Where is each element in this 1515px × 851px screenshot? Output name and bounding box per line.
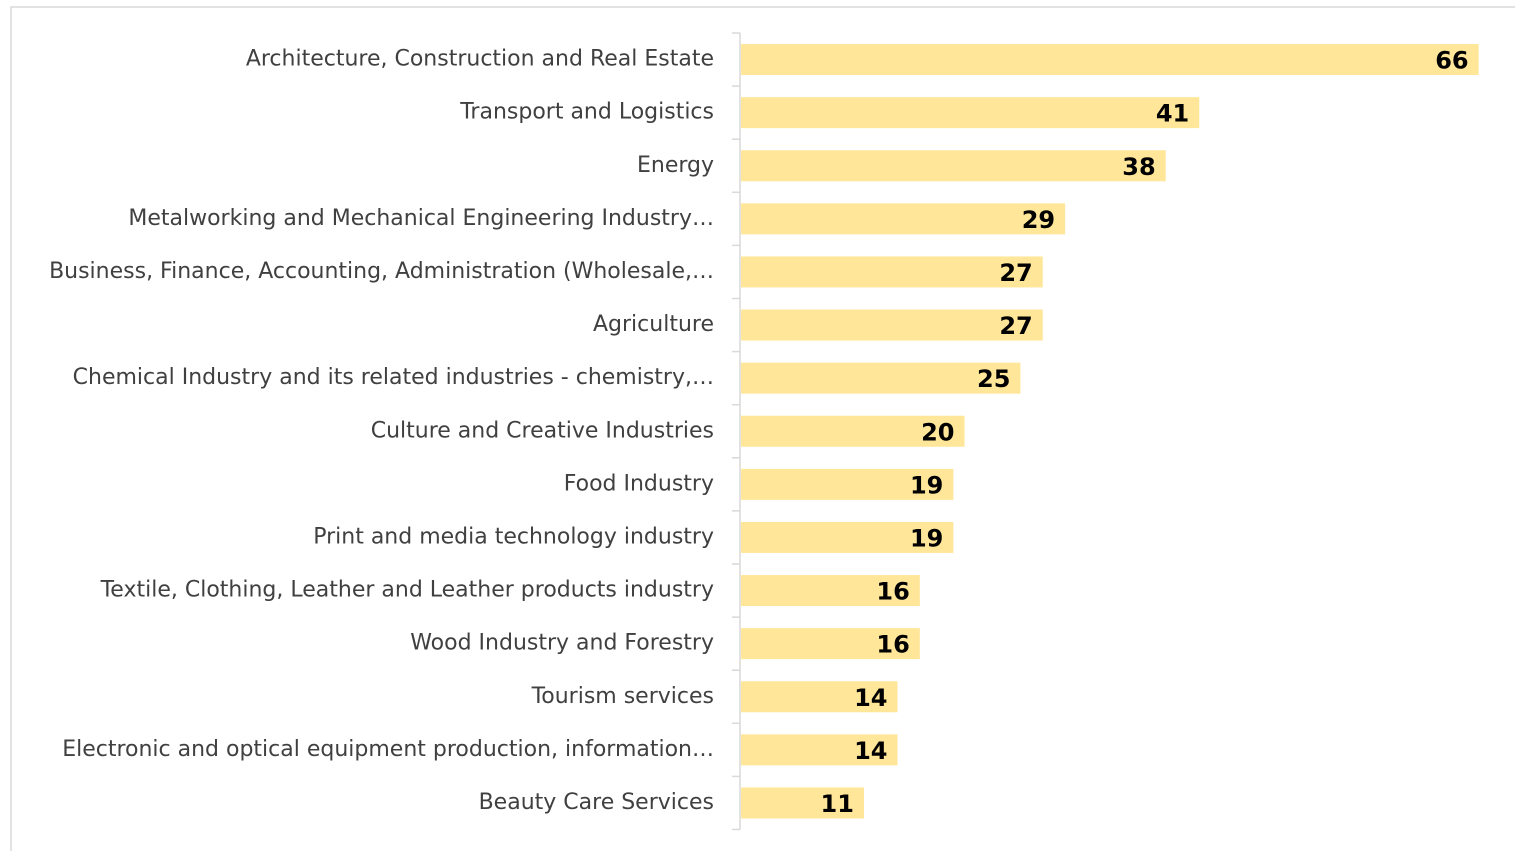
- value-label: 25: [977, 365, 1010, 393]
- category-label: Electronic and optical equipment product…: [62, 737, 714, 762]
- value-label: 19: [910, 524, 943, 552]
- bar: [741, 681, 898, 713]
- category-label: Beauty Care Services: [479, 790, 714, 815]
- bar: [741, 97, 1200, 129]
- bar: [741, 362, 1021, 394]
- bar: [741, 734, 898, 766]
- bar: [741, 415, 965, 447]
- bar: [741, 787, 864, 819]
- bar: [741, 468, 954, 500]
- value-label: 66: [1435, 47, 1468, 75]
- category-label: Tourism services: [531, 684, 714, 709]
- category-label: Textile, Clothing, Leather and Leather p…: [100, 578, 714, 603]
- value-label: 14: [854, 684, 887, 712]
- value-label: 27: [999, 312, 1032, 340]
- bar: [741, 256, 1043, 288]
- category-label: Food Industry: [564, 471, 714, 496]
- category-labels-layer: Architecture, Construction and Real Esta…: [49, 47, 714, 815]
- value-label: 29: [1022, 206, 1055, 234]
- bar: [741, 150, 1166, 182]
- bar: [741, 44, 1479, 76]
- value-label: 16: [876, 578, 909, 606]
- bar: [741, 309, 1043, 341]
- category-label: Energy: [637, 153, 714, 178]
- category-label: Architecture, Construction and Real Esta…: [246, 47, 714, 72]
- category-label: Metalworking and Mechanical Engineering …: [128, 206, 714, 231]
- bar: [741, 203, 1066, 235]
- value-label: 16: [876, 631, 909, 659]
- category-label: Business, Finance, Accounting, Administr…: [49, 259, 714, 284]
- category-label: Print and media technology industry: [313, 524, 714, 549]
- value-label: 38: [1122, 153, 1155, 181]
- value-label: 20: [921, 418, 954, 446]
- value-label: 19: [910, 471, 943, 499]
- category-label: Transport and Logistics: [459, 100, 714, 125]
- category-label: Wood Industry and Forestry: [410, 631, 714, 656]
- chart-frame: [10, 6, 1515, 851]
- category-axis: [732, 32, 741, 831]
- bar: [741, 575, 920, 607]
- bar: [741, 521, 954, 553]
- category-label: Chemical Industry and its related indust…: [73, 365, 714, 390]
- category-label: Agriculture: [593, 312, 714, 337]
- value-label: 14: [854, 737, 887, 765]
- value-label: 27: [999, 259, 1032, 287]
- bar: [741, 628, 920, 660]
- value-label: 41: [1156, 100, 1189, 128]
- bars-layer: [741, 44, 1479, 819]
- category-label: Culture and Creative Industries: [371, 418, 714, 443]
- value-label: 11: [821, 790, 854, 818]
